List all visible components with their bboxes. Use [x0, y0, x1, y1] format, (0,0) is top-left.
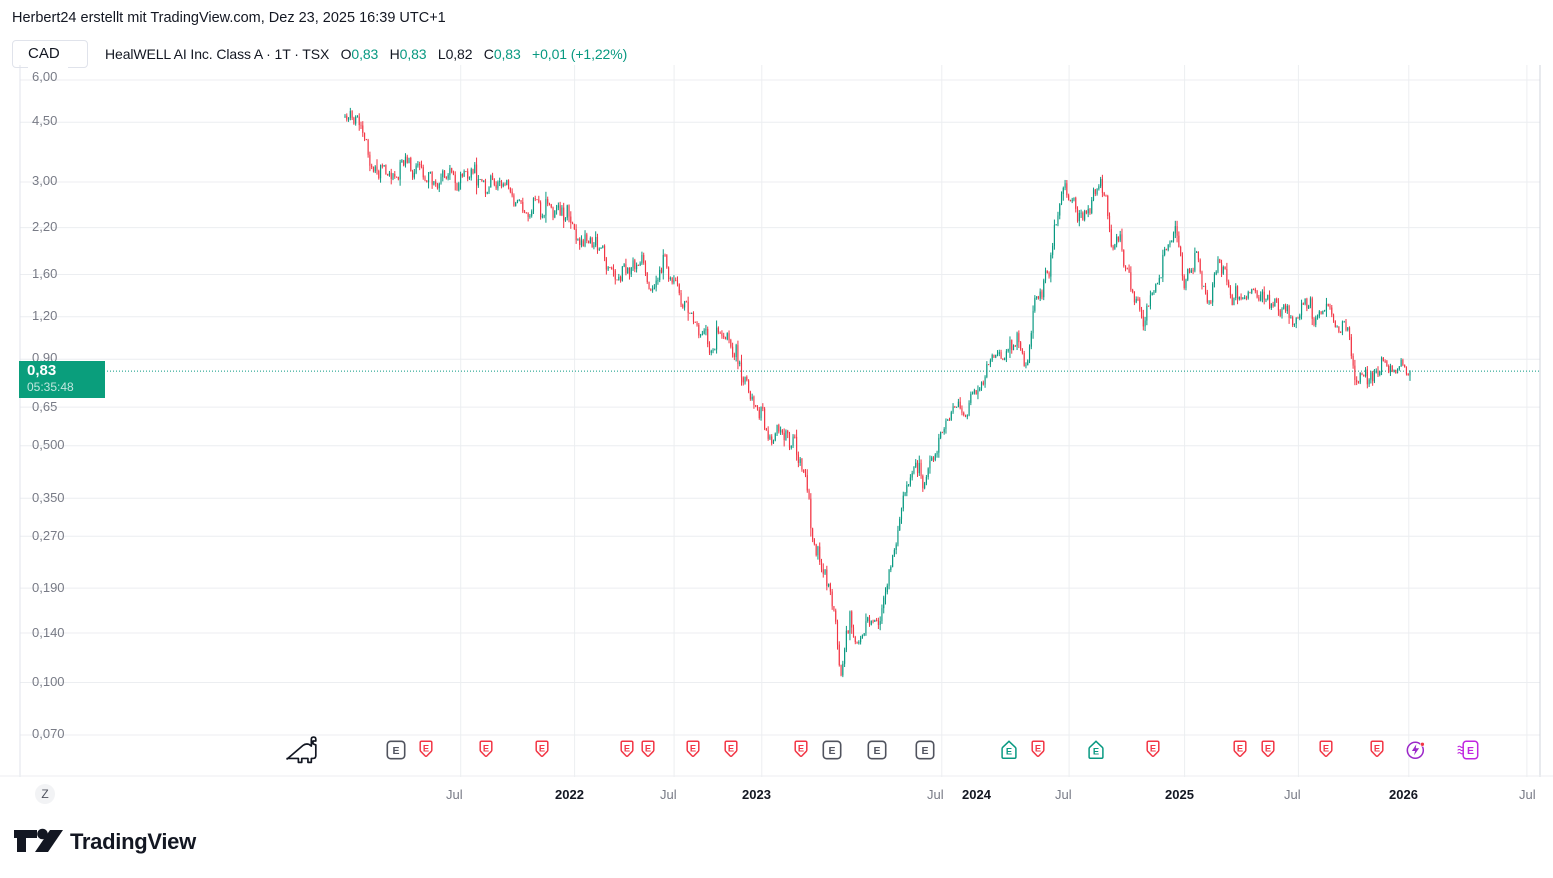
- svg-text:E: E: [728, 744, 734, 754]
- svg-text:E: E: [828, 745, 835, 757]
- svg-text:E: E: [423, 744, 429, 754]
- svg-text:E: E: [921, 745, 928, 757]
- svg-text:E: E: [1374, 744, 1380, 754]
- svg-text:E: E: [1006, 747, 1012, 757]
- svg-text:E: E: [1150, 744, 1156, 754]
- svg-text:E: E: [1237, 744, 1243, 754]
- svg-text:E: E: [690, 744, 696, 754]
- svg-text:E: E: [1323, 744, 1329, 754]
- svg-text:E: E: [483, 744, 489, 754]
- svg-text:TradingView: TradingView: [70, 829, 197, 854]
- svg-text:E: E: [539, 744, 545, 754]
- svg-text:E: E: [1467, 745, 1474, 757]
- svg-text:E: E: [1265, 744, 1271, 754]
- svg-text:E: E: [798, 744, 804, 754]
- svg-text:E: E: [624, 744, 630, 754]
- svg-text:E: E: [392, 745, 399, 757]
- svg-text:E: E: [1093, 747, 1099, 757]
- svg-text:E: E: [873, 745, 880, 757]
- svg-text:E: E: [1035, 744, 1041, 754]
- svg-text:E: E: [645, 744, 651, 754]
